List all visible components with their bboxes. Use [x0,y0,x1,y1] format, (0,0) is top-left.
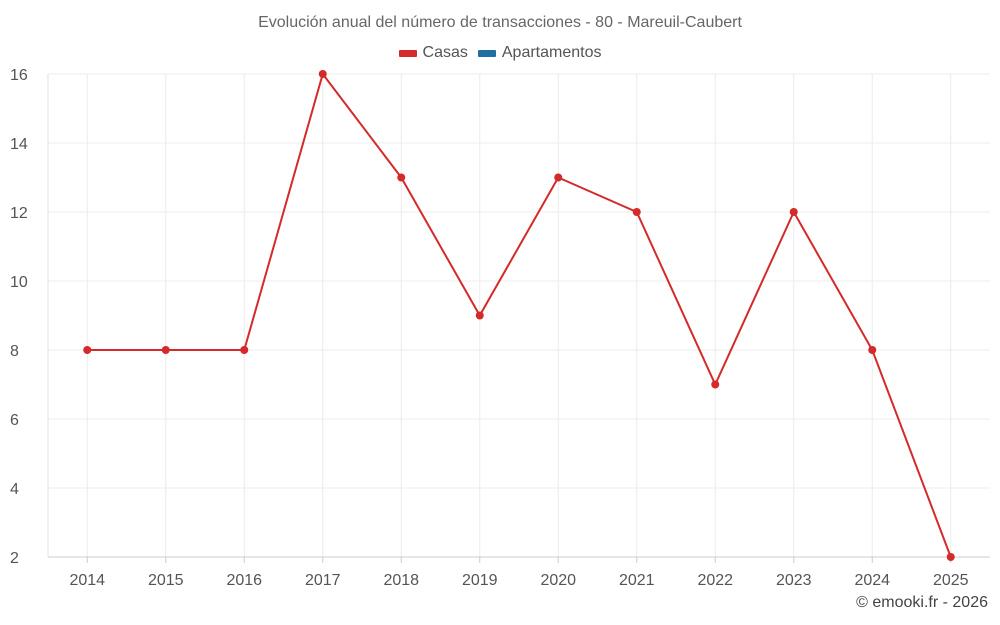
x-tick-label: 2023 [776,572,812,589]
x-tick-label: 2025 [933,572,969,589]
series-line [87,73,952,558]
legend: Casas Apartamentos [0,44,1000,62]
data-point [554,173,563,182]
y-tick-label: 6 [10,412,19,429]
legend-item-casas[interactable]: Casas [398,44,468,62]
chart-title: Evolución anual del número de transaccio… [258,14,742,31]
x-tick-label: 2018 [383,572,419,589]
data-point [632,208,641,216]
copyright-text: © emooki.fr - 2026 [856,594,988,611]
x-tick-label: 2024 [854,572,890,589]
data-point [868,346,877,354]
grid [48,73,990,557]
legend-swatch-casas [398,49,417,57]
y-tick-label: 10 [10,274,28,291]
x-tick-label: 2021 [619,572,655,589]
data-point [711,380,720,389]
data-point [240,346,249,354]
y-tick-label: 4 [10,481,19,498]
data-point [161,346,170,354]
x-tick-label: 2015 [148,572,184,589]
x-tick-label: 2014 [69,572,105,589]
data-point [83,346,92,354]
data-point [789,208,798,216]
legend-item-apartamentos[interactable]: Apartamentos [477,44,602,62]
x-tick-label: 2019 [462,572,498,589]
data-point [475,311,484,320]
y-tick-label: 8 [10,343,19,360]
axes: 2 4 6 8 10 12 14 16 2014 2015 2016 2017 2018 2019 2020… [10,67,990,589]
legend-label-apartamentos: Apartamentos [501,44,602,61]
y-tick-label: 16 [10,67,28,84]
legend-label-casas: Casas [422,44,468,61]
data-point [318,70,327,78]
x-tick-label: 2020 [540,572,576,589]
legend-swatch-apartamentos [477,49,496,57]
y-tick-label: 14 [10,136,28,153]
x-tick-label: 2017 [305,572,341,589]
series-casas [83,70,955,561]
x-tick-label: 2016 [226,572,262,589]
data-point [397,173,406,182]
y-tick-label: 12 [10,205,28,222]
x-tick-label: 2022 [697,572,733,589]
y-tick-label: 2 [10,550,19,567]
data-point [946,553,955,561]
